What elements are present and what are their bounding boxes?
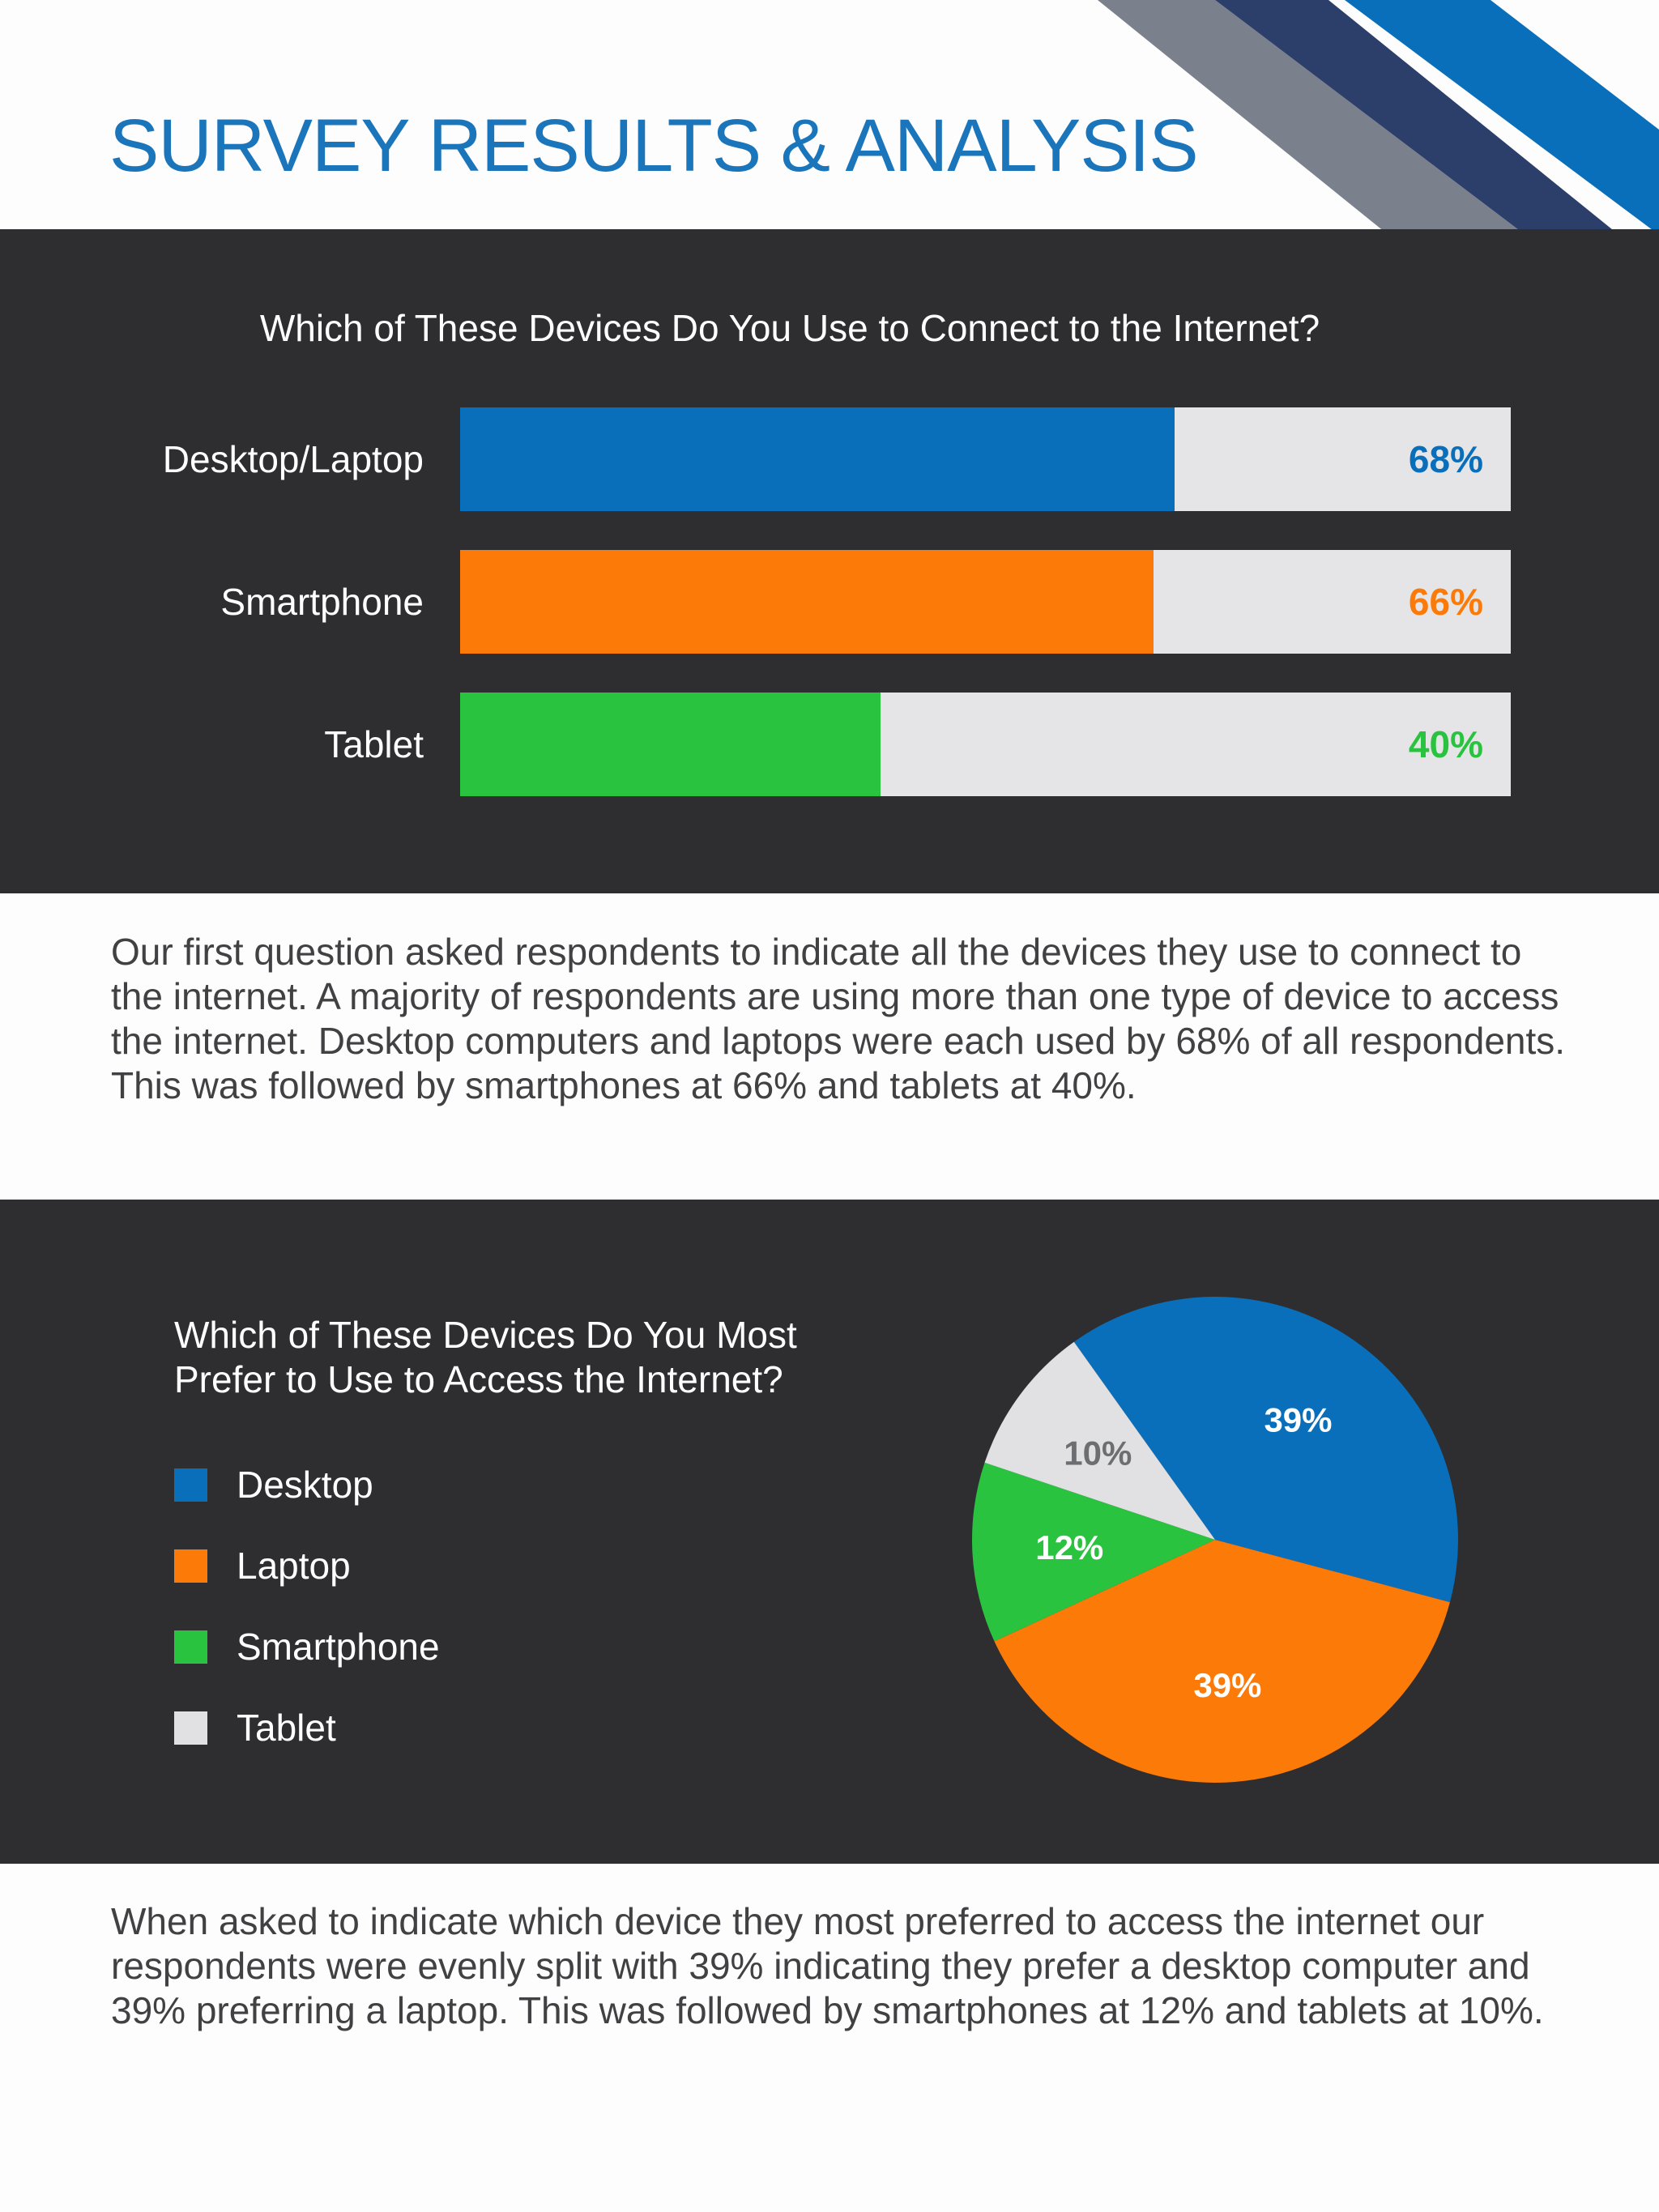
bar-chart-panel: Which of These Devices Do You Use to Con… <box>0 229 1659 893</box>
pie-slice-smartphone <box>971 1462 1215 1642</box>
bar-row-desktop-laptop: Desktop/Laptop 68% <box>0 407 1659 511</box>
pie-value-label-laptop: 39% <box>1193 1666 1261 1704</box>
bar-desktop-laptop <box>460 407 1175 511</box>
bar-track-tablet: 40% <box>460 693 1511 796</box>
bar-row-tablet: Tablet 40% <box>0 693 1659 796</box>
pie-chart: 39% 39% 12% 10% <box>971 1297 1458 1783</box>
legend-swatch-tablet <box>174 1711 207 1745</box>
legend-swatch-desktop <box>174 1468 207 1502</box>
bar-smartphone <box>460 550 1154 654</box>
legend-label-smartphone: Smartphone <box>237 1626 440 1668</box>
legend-label-tablet: Tablet <box>237 1707 336 1749</box>
pie-value-label-tablet: 10% <box>1064 1434 1132 1472</box>
pie-chart-panel: Which of These Devices Do You Most Prefe… <box>0 1200 1659 1864</box>
bar-label-desktop-laptop: Desktop/Laptop <box>162 438 424 480</box>
bar-chart: Desktop/Laptop 68% Smartphone 66% Tablet 40% <box>0 407 1659 861</box>
blue-stripe <box>1345 0 1659 235</box>
pie-chart-title: Which of These Devices Do You Most Prefe… <box>174 1314 797 1400</box>
bar-label-smartphone: Smartphone <box>220 581 424 623</box>
legend-label-laptop: Laptop <box>237 1545 351 1587</box>
pie-value-label-smartphone: 12% <box>1035 1528 1103 1566</box>
bar-value-label-desktop-laptop: 68% <box>1408 438 1483 480</box>
legend-swatch-laptop <box>174 1549 207 1583</box>
bar-tablet <box>460 693 881 796</box>
bar-value-label-smartphone: 66% <box>1408 581 1483 623</box>
bar-track-desktop-laptop: 68% <box>460 407 1511 511</box>
pie-value-label-desktop: 39% <box>1264 1401 1332 1439</box>
pie-slice-tablet <box>984 1341 1215 1540</box>
bar-row-smartphone: Smartphone 66% <box>0 550 1659 654</box>
pie-slice-desktop <box>1073 1297 1458 1603</box>
page-title: SURVEY RESULTS & ANALYSIS <box>109 104 1199 187</box>
bar-track-smartphone: 66% <box>460 550 1511 654</box>
analysis-paragraph-1: Our first question asked respondents to … <box>111 931 1566 1106</box>
analysis-paragraph-2: When asked to indicate which device they… <box>111 1900 1544 2031</box>
bar-value-label-tablet: 40% <box>1408 723 1483 765</box>
bar-label-tablet: Tablet <box>324 723 424 765</box>
legend-label-desktop: Desktop <box>237 1464 373 1506</box>
bar-chart-title: Which of These Devices Do You Use to Con… <box>259 307 1320 349</box>
legend-swatch-smartphone <box>174 1630 207 1664</box>
pie-slice-laptop <box>994 1540 1450 1783</box>
